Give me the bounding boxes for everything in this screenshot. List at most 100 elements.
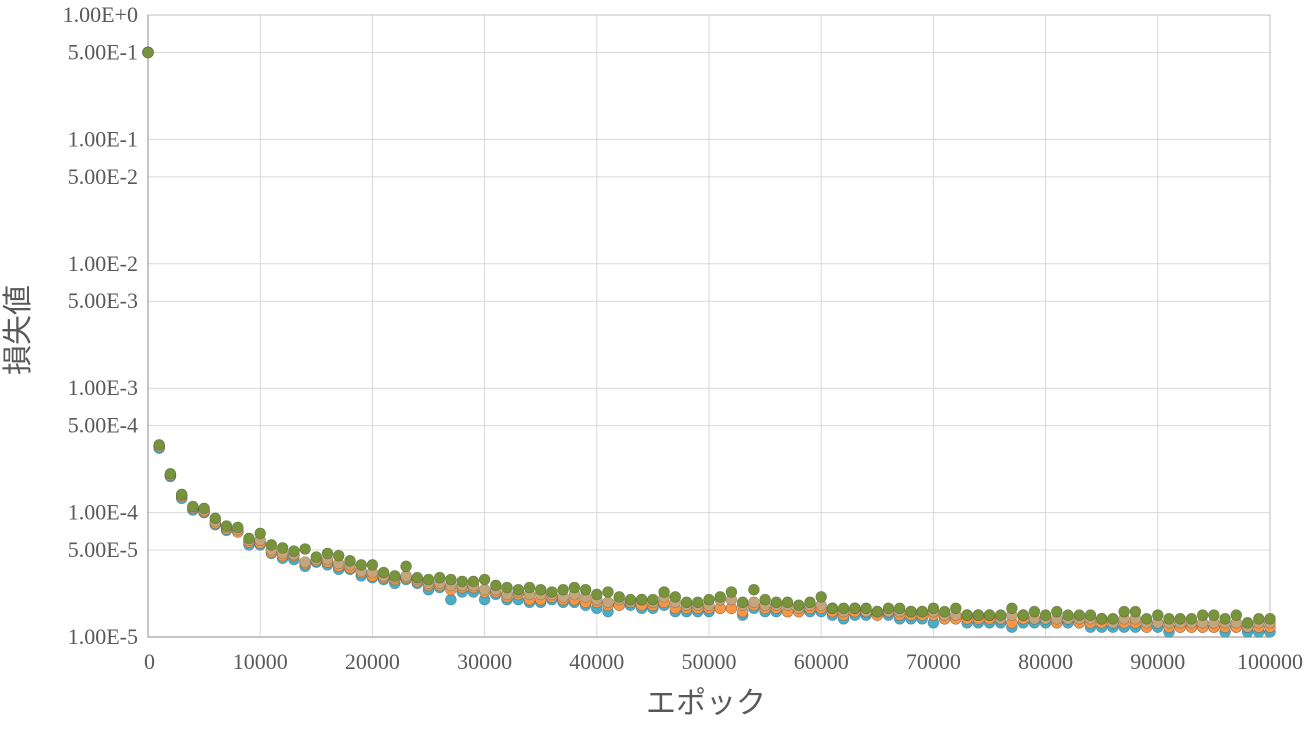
data-point: [624, 593, 637, 606]
data-point: [1084, 609, 1097, 621]
data-point: [366, 559, 379, 571]
data-point: [736, 596, 749, 609]
data-points: [142, 46, 1276, 638]
data-point: [1062, 609, 1074, 621]
data-point: [1230, 609, 1243, 621]
data-point: [478, 583, 491, 596]
data-point: [1028, 605, 1041, 618]
data-point: [725, 586, 738, 598]
data-point: [1219, 612, 1231, 625]
data-point: [714, 591, 727, 603]
data-point: [232, 521, 244, 534]
data-point: [265, 539, 278, 551]
data-point: [523, 581, 536, 594]
x-tick-label: 60000: [794, 649, 849, 674]
data-point: [602, 586, 614, 598]
data-point: [288, 545, 300, 557]
data-point: [1241, 616, 1254, 629]
y-tick-label: 1.00E-3: [68, 375, 138, 400]
data-point: [647, 593, 659, 606]
data-point: [770, 596, 783, 609]
data-point: [804, 596, 816, 609]
data-point: [388, 570, 401, 582]
data-point: [467, 575, 480, 588]
data-point: [142, 46, 154, 59]
y-tick-label: 5.00E-1: [68, 39, 138, 64]
data-point: [299, 543, 311, 555]
data-point: [445, 593, 457, 606]
data-point: [198, 502, 210, 515]
y-tick-label: 1.00E-1: [68, 126, 138, 151]
data-point: [187, 500, 199, 513]
data-point: [377, 566, 390, 579]
data-point: [1039, 609, 1052, 621]
data-point: [815, 591, 828, 603]
data-point: [1185, 612, 1198, 625]
data-point: [590, 588, 603, 601]
data-point: [568, 581, 581, 594]
data-point: [961, 609, 973, 621]
data-point: [635, 593, 648, 606]
y-tick-label: 5.00E-2: [68, 164, 138, 189]
x-axis-title: エポック: [646, 687, 766, 720]
data-point: [433, 571, 446, 584]
data-point: [254, 527, 267, 540]
data-point: [1006, 602, 1018, 615]
data-point: [1163, 612, 1175, 625]
series-4: [142, 46, 1276, 629]
data-point: [332, 549, 345, 562]
data-point: [871, 605, 884, 618]
x-tick-label: 10000: [233, 649, 288, 674]
grid-lines: [147, 14, 1271, 638]
axes: [147, 14, 1271, 638]
data-point: [613, 591, 626, 603]
data-point: [209, 512, 222, 525]
data-point: [344, 554, 356, 567]
x-tick-label: 100000: [1237, 649, 1303, 674]
data-point: [489, 579, 502, 592]
x-tick-label: 90000: [1130, 649, 1185, 674]
data-point: [882, 602, 895, 615]
data-point: [1208, 609, 1220, 621]
data-point: [400, 560, 412, 573]
data-point: [321, 547, 334, 560]
data-point: [1196, 609, 1209, 621]
data-point: [422, 573, 435, 586]
data-point: [602, 596, 614, 609]
data-point: [905, 605, 917, 618]
data-point: [748, 596, 760, 609]
data-point: [658, 586, 670, 598]
y-tick-label: 5.00E-4: [68, 413, 138, 438]
data-point: [792, 599, 805, 612]
y-tick-label: 5.00E-3: [68, 288, 138, 313]
y-tick-label: 5.00E-5: [68, 537, 138, 562]
data-point: [153, 439, 165, 451]
data-point: [949, 602, 962, 615]
data-point: [355, 559, 368, 571]
data-point: [826, 602, 839, 615]
data-point: [1129, 605, 1142, 618]
data-point: [669, 591, 682, 603]
x-tick-label: 0: [144, 649, 155, 674]
y-tick-label: 1.00E-2: [68, 251, 138, 276]
x-tick-label: 40000: [569, 649, 624, 674]
data-point: [445, 573, 457, 586]
data-point: [1118, 605, 1130, 618]
data-point: [849, 602, 861, 615]
data-point: [220, 520, 233, 532]
data-point: [478, 573, 491, 586]
data-point: [781, 596, 794, 609]
data-point: [276, 542, 289, 554]
data-point: [860, 602, 872, 615]
y-tick-label: 1.00E-4: [68, 500, 138, 525]
tick-labels: 1.00E+0 5.00E-1 1.00E-1 5.00E-2 1.00E-2 5.00E…: [63, 2, 1303, 674]
data-point: [691, 596, 704, 609]
x-tick-label: 50000: [682, 649, 737, 674]
data-point: [893, 602, 906, 615]
data-point: [703, 593, 715, 606]
data-point: [680, 596, 693, 609]
data-point: [983, 609, 996, 621]
data-point: [759, 593, 771, 606]
data-point: [1152, 609, 1164, 621]
